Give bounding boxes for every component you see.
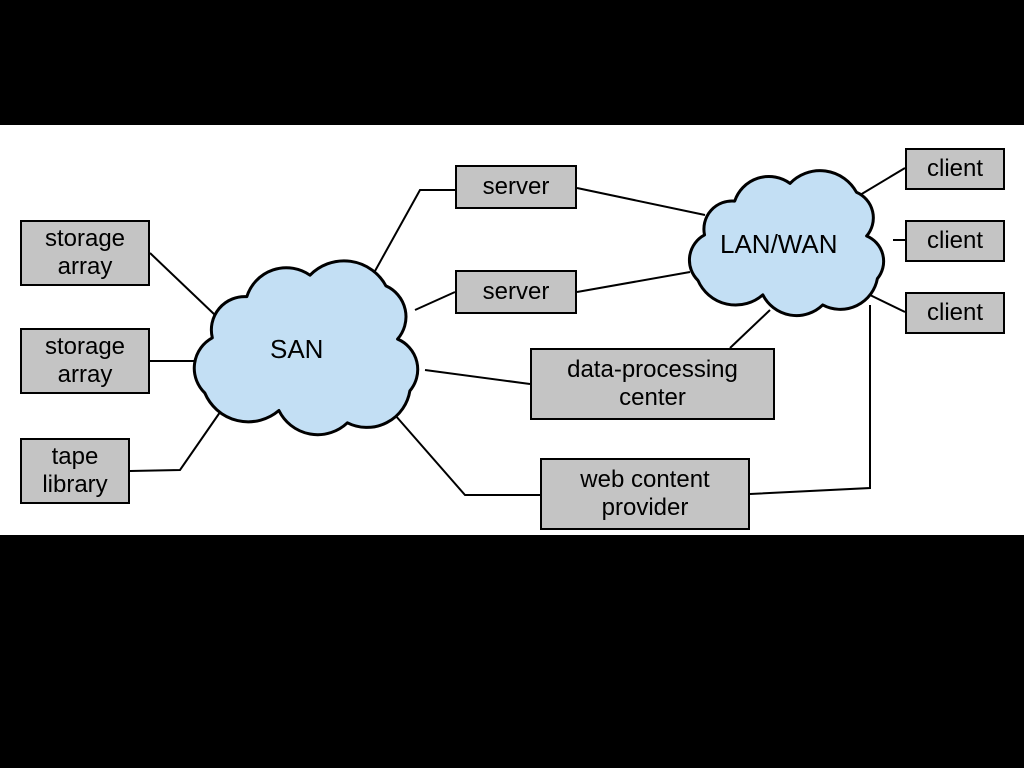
node-label: storage array: [45, 333, 125, 388]
node-label: client: [927, 155, 983, 183]
node-tape-library: tape library: [20, 438, 130, 504]
node-client-3: client: [905, 292, 1005, 334]
node-server-2: server: [455, 270, 577, 314]
node-storage-array-2: storage array: [20, 328, 150, 394]
node-label: tape library: [42, 443, 107, 498]
node-label: server: [483, 173, 550, 201]
node-storage-array-1: storage array: [20, 220, 150, 286]
edge: [870, 295, 905, 312]
edge: [855, 168, 905, 198]
edge: [577, 272, 690, 292]
node-web-content-provider: web content provider: [540, 458, 750, 530]
node-server-1: server: [455, 165, 577, 209]
node-data-processing-center: data-processing center: [530, 348, 775, 420]
node-label: server: [483, 278, 550, 306]
node-label: storage array: [45, 225, 125, 280]
diagram-svg: [0, 0, 1024, 768]
edge: [395, 415, 540, 495]
node-client-2: client: [905, 220, 1005, 262]
edge: [370, 190, 455, 280]
edge: [415, 292, 455, 310]
node-client-1: client: [905, 148, 1005, 190]
node-label: client: [927, 227, 983, 255]
cloud-san: [194, 261, 417, 435]
edge: [130, 405, 225, 471]
cloud-lanwan: [689, 171, 883, 316]
edge: [730, 310, 770, 348]
node-label: client: [927, 299, 983, 327]
edge: [150, 253, 215, 315]
node-label: data-processing center: [567, 356, 738, 411]
edge: [577, 188, 705, 215]
edge: [425, 370, 530, 384]
node-label: web content provider: [580, 466, 709, 521]
